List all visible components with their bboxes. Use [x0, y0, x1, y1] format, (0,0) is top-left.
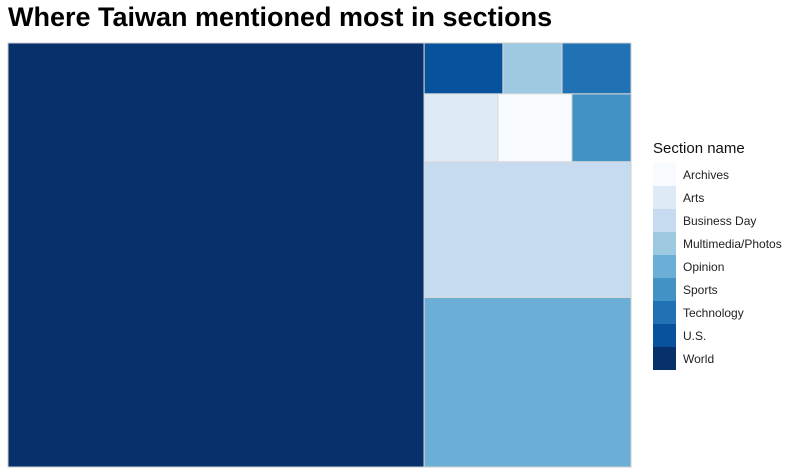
legend-item-arts: Arts — [653, 186, 782, 209]
treemap-cell-multimedia-photos — [502, 42, 563, 95]
legend-item-archives: Archives — [653, 163, 782, 186]
legend-swatch — [653, 278, 676, 301]
treemap-cell-sports — [571, 93, 632, 163]
chart-title: Where Taiwan mentioned most in sections — [8, 2, 553, 32]
plot-border — [7, 42, 632, 468]
treemap-cell-technology — [561, 42, 632, 95]
legend-item-opinion: Opinion — [653, 255, 782, 278]
legend-swatch — [653, 232, 676, 255]
legend-items: Archives Arts Business Day Multimedia/Photo… — [653, 163, 782, 370]
legend-item-world: World — [653, 347, 782, 370]
legend-swatch — [653, 163, 676, 186]
treemap-cell-opinion — [423, 296, 632, 468]
legend-label: U.S. — [683, 328, 707, 343]
legend-label: Technology — [683, 305, 744, 320]
treemap-cell-world — [7, 42, 425, 468]
legend-label: World — [683, 351, 715, 366]
legend-swatch — [653, 347, 676, 370]
legend-item-u-s-: U.S. — [653, 324, 782, 347]
legend-label: Arts — [683, 190, 705, 205]
treemap-cell-u-s- — [423, 42, 504, 95]
legend-swatch — [653, 324, 676, 347]
legend-label: Multimedia/Photos — [683, 236, 782, 251]
legend-label: Archives — [683, 167, 730, 182]
legend: Section name Archives Arts Business Day Mul… — [653, 140, 782, 370]
legend-label: Opinion — [683, 259, 725, 274]
treemap-cell-archives — [497, 93, 573, 163]
legend-swatch — [653, 301, 676, 324]
legend-swatch — [653, 255, 676, 278]
treemap-cell-business-day — [423, 161, 632, 298]
legend-title: Section name — [653, 140, 745, 157]
legend-item-sports: Sports — [653, 278, 782, 301]
legend-item-technology: Technology — [653, 301, 782, 324]
legend-label: Business Day — [683, 213, 757, 228]
legend-swatch — [653, 209, 676, 232]
legend-label: Sports — [683, 282, 718, 297]
legend-item-multimedia-photos: Multimedia/Photos — [653, 232, 782, 255]
treemap-cell-arts — [423, 93, 499, 163]
legend-item-business-day: Business Day — [653, 209, 782, 232]
legend-swatch — [653, 186, 676, 209]
